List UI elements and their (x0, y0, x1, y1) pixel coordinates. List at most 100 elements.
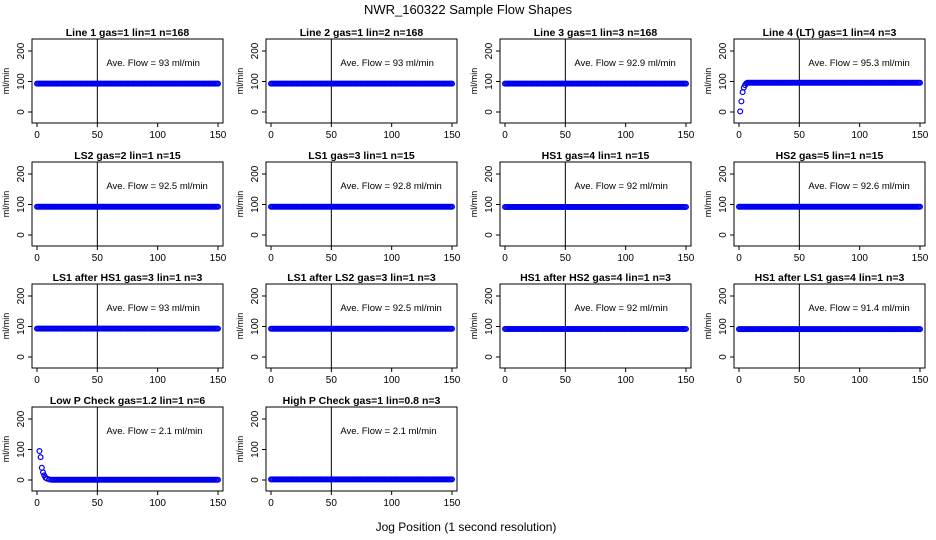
y-tick-label: 200 (484, 165, 495, 182)
data-point (215, 476, 222, 483)
x-tick-label: 100 (383, 253, 400, 264)
average-flow-annotation: Ave. Flow = 93 ml/min (340, 58, 434, 69)
x-tick-label: 0 (268, 375, 274, 386)
data-point (916, 79, 923, 86)
data-point (215, 80, 222, 87)
y-axis-label: ml/min (235, 68, 245, 95)
x-tick-label: 100 (617, 130, 634, 141)
x-tick-label: 50 (326, 253, 338, 264)
x-tick-label: 50 (92, 498, 104, 509)
y-tick-label: 100 (16, 196, 27, 213)
y-tick-label: 0 (718, 354, 729, 360)
y-tick-label: 0 (718, 109, 729, 115)
panels: Line 1 gas=1 lin=1 n=168 ml/min 0 100 200 0 50… (1, 27, 929, 509)
x-tick-label: 50 (326, 130, 338, 141)
panel: LS1 gas=3 lin=1 n=15 ml/min 0 100 200 0 50 100 1… (235, 150, 461, 264)
panel: HS1 after LS1 gas=4 lin=1 n=3 ml/min 0 100 2… (703, 272, 929, 386)
x-tick-label: 0 (736, 253, 742, 264)
x-tick-label: 0 (268, 498, 274, 509)
y-tick-label: 200 (250, 410, 261, 427)
y-tick-label: 100 (250, 196, 261, 213)
y-tick-label: 0 (718, 232, 729, 238)
average-flow-annotation: Ave. Flow = 92.5 ml/min (106, 181, 207, 192)
y-tick-label: 100 (250, 318, 261, 335)
panel-title: Line 3 gas=1 lin=3 n=168 (534, 27, 658, 39)
data-point (916, 203, 923, 210)
y-tick-label: 200 (718, 42, 729, 59)
x-tick-label: 150 (912, 130, 929, 141)
x-tick-label: 0 (502, 253, 508, 264)
y-tick-label: 0 (484, 109, 495, 115)
y-tick-label: 100 (718, 196, 729, 213)
y-axis-label: ml/min (1, 68, 11, 95)
y-tick-label: 200 (250, 287, 261, 304)
x-tick-label: 50 (560, 130, 572, 141)
panel-title: Line 2 gas=1 lin=2 n=168 (300, 27, 424, 39)
panel-title: Low P Check gas=1.2 lin=1 n=6 (50, 395, 205, 407)
y-axis-label: ml/min (1, 191, 11, 218)
y-tick-label: 0 (16, 109, 27, 115)
x-axis-label: Jog Position (1 second resolution) (376, 520, 557, 534)
y-axis-label: ml/min (1, 436, 11, 463)
x-tick-label: 100 (383, 375, 400, 386)
x-tick-label: 150 (912, 253, 929, 264)
x-tick-label: 100 (617, 375, 634, 386)
average-flow-annotation: Ave. Flow = 92 ml/min (574, 303, 668, 314)
y-tick-label: 0 (16, 232, 27, 238)
data-point (682, 325, 689, 332)
average-flow-annotation: Ave. Flow = 95.3 ml/min (808, 58, 909, 69)
x-tick-label: 100 (149, 375, 166, 386)
panel: LS2 gas=2 lin=1 n=15 ml/min 0 100 200 0 50 100 1… (1, 150, 227, 264)
y-axis-label: ml/min (703, 313, 713, 340)
x-tick-label: 0 (268, 130, 274, 141)
y-tick-label: 200 (484, 42, 495, 59)
average-flow-annotation: Ave. Flow = 91.4 ml/min (808, 303, 909, 314)
y-tick-label: 100 (484, 73, 495, 90)
panel: High P Check gas=1 lin=0.8 n=3 ml/min 0 100… (235, 395, 461, 509)
x-tick-label: 150 (210, 375, 227, 386)
x-tick-label: 50 (92, 130, 104, 141)
x-tick-label: 50 (92, 375, 104, 386)
y-tick-label: 100 (484, 196, 495, 213)
data-point (738, 98, 745, 105)
panel-title: Line 1 gas=1 lin=1 n=168 (66, 27, 190, 39)
y-tick-label: 200 (16, 410, 27, 427)
x-tick-label: 150 (210, 130, 227, 141)
x-tick-label: 100 (851, 375, 868, 386)
panel: Line 1 gas=1 lin=1 n=168 ml/min 0 100 200 0 50… (1, 27, 227, 141)
x-tick-label: 150 (444, 130, 461, 141)
y-tick-label: 100 (250, 73, 261, 90)
average-flow-annotation: Ave. Flow = 2.1 ml/min (106, 426, 202, 437)
data-point (737, 108, 744, 115)
x-tick-label: 50 (560, 253, 572, 264)
y-tick-label: 0 (250, 477, 261, 483)
y-tick-label: 200 (718, 287, 729, 304)
x-tick-label: 0 (502, 130, 508, 141)
panel: HS2 gas=5 lin=1 n=15 ml/min 0 100 200 0 50 100 1… (703, 150, 929, 264)
average-flow-annotation: Ave. Flow = 92.8 ml/min (340, 181, 441, 192)
y-tick-label: 0 (484, 354, 495, 360)
x-tick-label: 100 (149, 130, 166, 141)
panel-title: HS1 gas=4 lin=1 n=15 (542, 150, 650, 162)
y-tick-label: 0 (250, 354, 261, 360)
y-tick-label: 0 (250, 109, 261, 115)
y-tick-label: 100 (718, 318, 729, 335)
x-tick-label: 150 (444, 498, 461, 509)
x-tick-label: 50 (326, 375, 338, 386)
y-tick-label: 0 (16, 354, 27, 360)
y-tick-label: 200 (16, 165, 27, 182)
data-point (40, 469, 47, 476)
y-tick-label: 100 (16, 73, 27, 90)
y-tick-label: 200 (16, 42, 27, 59)
x-tick-label: 0 (268, 253, 274, 264)
average-flow-annotation: Ave. Flow = 2.1 ml/min (340, 426, 436, 437)
x-tick-label: 100 (617, 253, 634, 264)
x-tick-label: 150 (444, 253, 461, 264)
x-tick-label: 150 (210, 253, 227, 264)
x-tick-label: 100 (383, 498, 400, 509)
y-tick-label: 200 (718, 165, 729, 182)
panel: HS1 gas=4 lin=1 n=15 ml/min 0 100 200 0 50 100 1… (469, 150, 695, 264)
x-tick-label: 50 (794, 130, 806, 141)
x-tick-label: 150 (444, 375, 461, 386)
average-flow-annotation: Ave. Flow = 93 ml/min (106, 303, 200, 314)
